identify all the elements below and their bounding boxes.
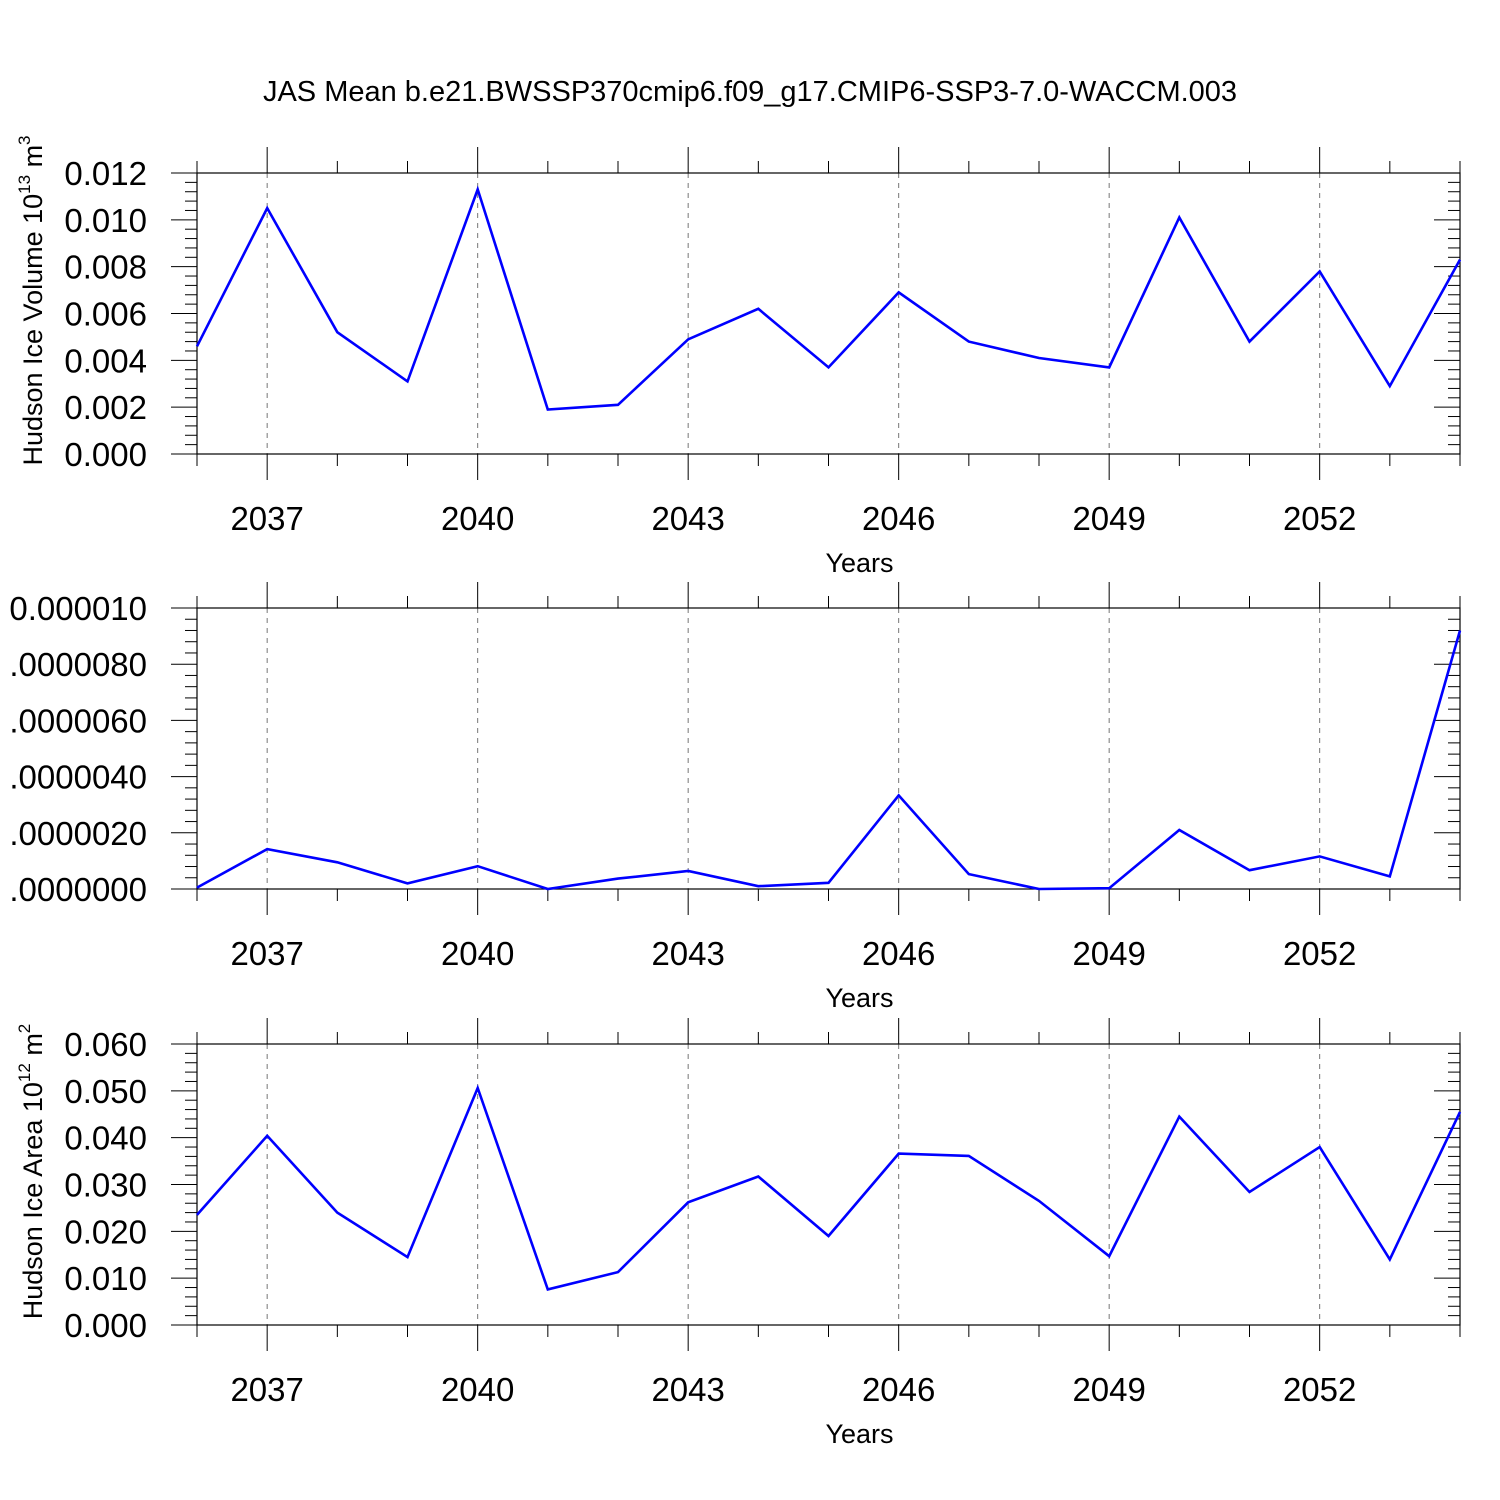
x-tick-label: 2043: [651, 500, 724, 537]
x-tick-label: 2049: [1072, 1371, 1145, 1408]
x-tick-label: 2046: [862, 1371, 935, 1408]
x-tick-label: 2037: [230, 935, 303, 972]
x-tick-label: 2040: [441, 935, 514, 972]
y-axis-title: Hudson Ice Area 1012 m2: [15, 1024, 48, 1320]
x-axis-title: Years: [825, 1419, 893, 1449]
y-axis-title-text: Hudson Ice Volume 10: [18, 194, 48, 466]
y-tick-label: 0.060: [64, 1026, 147, 1063]
x-axis-title: Years: [825, 983, 893, 1013]
panels: 2037 2040 2043 2046 2049 2052 0.000 0.002 0.004 0…: [9, 135, 1462, 1449]
y-tick-label: .0000040: [9, 759, 147, 796]
y-tick-label: 0.010: [64, 1260, 147, 1297]
x-tick-label: 2052: [1283, 1371, 1356, 1408]
x-tick-label: 2040: [441, 1371, 514, 1408]
y-tick-label: 0.010: [64, 202, 147, 239]
y-tick-label: 0.050: [64, 1073, 147, 1110]
plot-frame: [196, 172, 1461, 455]
y-axis-title-unit: m: [18, 1033, 48, 1063]
x-axis-title: Years: [825, 548, 893, 578]
x-tick-label: 2037: [230, 500, 303, 537]
y-axis-title-text: Hudson Ice Area 10: [18, 1082, 48, 1319]
y-axis-title-unit-exponent: 2: [15, 1024, 34, 1033]
panel-2: 2037 2040 2043 2046 2049 2052 .0000000 .0000020…: [9, 582, 1462, 1013]
x-tick-label: 2046: [862, 500, 935, 537]
x-tick-label: 2049: [1072, 500, 1145, 537]
y-tick-label: 0.040: [64, 1120, 147, 1157]
y-axis-title-unit: m: [18, 145, 48, 175]
x-tick-label: 2043: [651, 1371, 724, 1408]
x-tick-label: 2043: [651, 935, 724, 972]
y-tick-label: 0.008: [64, 249, 147, 286]
x-tick-label: 2037: [230, 1371, 303, 1408]
y-tick-label: 0.006: [64, 296, 147, 333]
y-tick-label: 0.020: [64, 1213, 147, 1250]
y-tick-label: .0000080: [9, 646, 147, 683]
y-axis-title-exponent: 13: [15, 175, 34, 194]
x-tick-label: 2040: [441, 500, 514, 537]
y-tick-label: 0.000010: [9, 590, 147, 627]
y-tick-label: 0.000: [64, 436, 147, 473]
plot-frame: [196, 1043, 1461, 1326]
y-axis-title-exponent: 12: [15, 1063, 34, 1082]
panel-3: 2037 2040 2043 2046 2049 2052 0.000 0.010 0.020 0…: [15, 1018, 1462, 1449]
y-tick-label: .0000020: [9, 815, 147, 852]
y-tick-label: 0.004: [64, 342, 147, 379]
series-line: [196, 630, 1462, 891]
x-tick-label: 2046: [862, 935, 935, 972]
x-tick-label: 2049: [1072, 935, 1145, 972]
panel-1: 2037 2040 2043 2046 2049 2052 0.000 0.002 0.004 0…: [15, 135, 1462, 578]
plot-frame: [196, 607, 1461, 890]
series-line: [195, 185, 1462, 411]
y-tick-label: 0.012: [64, 155, 147, 192]
x-tick-label: 2052: [1283, 500, 1356, 537]
y-tick-label: 0.000: [64, 1307, 147, 1344]
y-tick-label: .0000000: [9, 871, 147, 908]
y-tick-label: 0.002: [64, 389, 147, 426]
y-axis-title: Hudson Ice Volume 1013 m3: [15, 135, 48, 465]
chart-title: JAS Mean b.e21.BWSSP370cmip6.f09_g17.CMI…: [263, 76, 1237, 108]
y-tick-label: 0.030: [64, 1167, 147, 1204]
series-line: [196, 1084, 1462, 1291]
y-tick-label: .0000060: [9, 702, 147, 739]
y-axis-title-unit-exponent: 3: [15, 135, 34, 144]
x-tick-label: 2052: [1283, 935, 1356, 972]
